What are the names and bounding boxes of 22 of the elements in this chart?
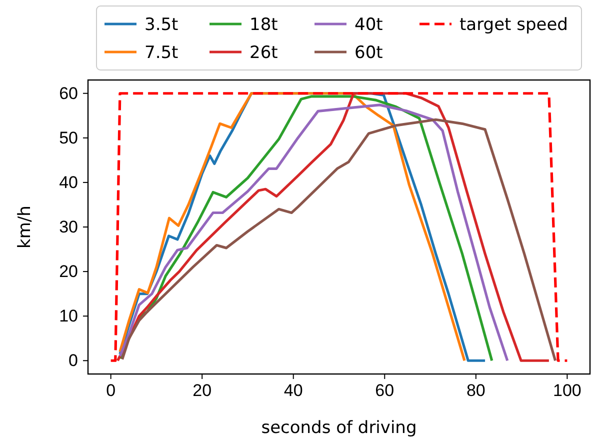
legend-label: 60t: [354, 43, 384, 63]
legend-label: 3.5t: [144, 15, 179, 35]
y-tick-label: 20: [59, 262, 78, 281]
legend-label: 40t: [354, 15, 384, 35]
legend-label: 7.5t: [144, 43, 179, 63]
legend-label: 18t: [250, 15, 278, 35]
y-tick-label: 40: [59, 172, 78, 192]
x-tick-label: 100: [552, 381, 582, 400]
y-tick-label: 60: [59, 84, 78, 103]
x-tick-label: 0: [106, 381, 116, 400]
x-tick-label: 40: [284, 381, 303, 400]
x-tick-label: 80: [466, 381, 486, 400]
legend-label: 26t: [250, 43, 278, 63]
y-tick-label: 10: [59, 306, 78, 326]
y-tick-label: 0: [68, 351, 78, 370]
y-axis-title: km/h: [15, 206, 35, 248]
y-tick-label: 50: [59, 128, 78, 148]
x-tick-label: 60: [375, 381, 394, 400]
x-tick-label: 20: [192, 381, 212, 400]
legend-label: target speed: [460, 15, 568, 35]
x-axis-title: seconds of driving: [261, 418, 417, 438]
y-tick-label: 30: [59, 217, 78, 236]
